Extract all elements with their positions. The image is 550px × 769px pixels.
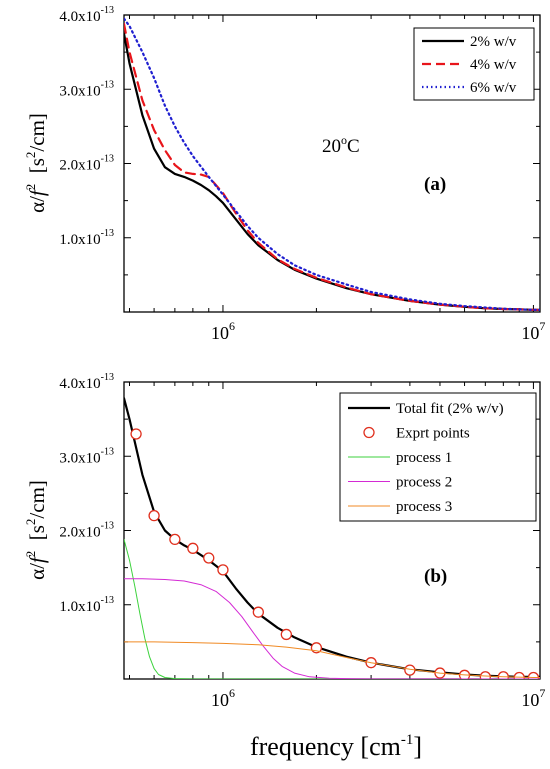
plot-area [124,17,540,311]
y-tick-label-exp: -13 [101,5,114,16]
x-tick-label: 106 [211,319,235,343]
series-line-2 [124,22,540,311]
y-tick-label-mantissa: 4.0x10 [59,376,100,392]
y-axis-label: α/f2 [s2/cm] [23,480,49,580]
panel-a: 106 1071.0x10-132.0x10-133.0x10-134.0x10-… [23,5,545,343]
data-point [203,552,215,564]
x-axis-label-end: ] [413,732,422,761]
y-tick-label-exp: -13 [101,79,114,90]
data-point [280,628,292,641]
x-tick-label-exp: 7 [539,686,545,700]
series-line-4 [124,578,540,679]
plot-area [124,397,540,679]
x-tick-label-base: 10 [211,323,229,343]
y-tick-label-mantissa: 3.0x10 [59,450,100,466]
y-axis-label-prefix: α/ [25,563,49,580]
series-line-3 [124,17,540,311]
legend-label: process 2 [396,475,452,491]
y-axis-label-unit-sup: 2 [23,519,38,526]
y-axis-label-prefix: α/ [25,196,49,213]
y-tick-label: 3.0x10-13 [59,79,114,99]
data-point [479,671,491,679]
y-tick-label: 1.0x10-13 [59,595,114,615]
x-tick-label-exp: 6 [229,686,235,700]
y-axis-label-f-sup: 2 [23,184,38,191]
y-axis-label-unit-end: /cm] [25,480,49,518]
x-tick-label: 107 [521,319,545,343]
x-tick-label-exp: 7 [539,319,545,333]
y-tick-label-mantissa: 4.0x10 [59,9,100,25]
y-tick-label: 3.0x10-13 [59,446,114,466]
legend-label: 2% w/v [470,34,517,50]
y-tick-label-mantissa: 1.0x10 [59,599,100,615]
x-tick-label-base: 10 [521,323,539,343]
y-axis-label-f: f [25,187,49,196]
legend-label: process 1 [396,450,452,466]
data-point [252,606,264,618]
y-tick-label-exp: -13 [101,372,114,383]
legend-label: process 3 [396,499,452,515]
x-axis-label-main: frequency [cm [250,732,401,761]
x-tick-label: 107 [521,686,545,710]
y-tick-label-mantissa: 2.0x10 [59,525,100,541]
series-line-5 [124,641,540,678]
y-axis-label-unit-end: /cm] [25,113,49,151]
y-axis-label: α/f2 [s2/cm] [23,113,49,213]
data-point [169,533,181,546]
legend-marker [363,426,375,439]
temperature-value: 20 [322,136,341,157]
y-tick-label-exp: -13 [101,154,114,165]
y-axis-label-unit: [s [25,158,49,184]
legend-label: 6% w/v [470,80,517,96]
y-axis-label-f: f [25,554,49,563]
data-point [130,428,142,440]
y-tick-label: 4.0x10-13 [59,5,114,25]
x-axis-label: frequency [cm-1] [250,732,422,761]
y-axis-label-unit-sup: 2 [23,152,38,159]
panel-b: 106 1071.0x10-132.0x10-133.0x10-134.0x10-… [23,372,545,710]
data-point [187,542,199,554]
y-tick-label: 2.0x10-13 [59,154,114,174]
x-tick-label: 106 [211,686,235,710]
y-tick-label-mantissa: 3.0x10 [59,83,100,99]
y-tick-label-exp: -13 [101,595,114,606]
series-line-3 [124,538,540,679]
legend-label: Total fit (2% w/v) [396,401,504,417]
data-point [148,510,160,522]
y-tick-label: 1.0x10-13 [59,228,114,248]
y-tick-label: 4.0x10-13 [59,372,114,392]
x-tick-label-base: 10 [521,690,539,710]
x-axis-label-sup: -1 [401,732,414,748]
x-tick-label-exp: 6 [229,319,235,333]
data-point [217,564,229,576]
degree-sup: o [341,133,347,147]
temperature-unit: C [347,136,360,157]
panel-label: (a) [424,174,446,195]
y-tick-label-exp: -13 [101,521,114,532]
panel-label: (b) [424,566,447,587]
y-tick-label-exp: -13 [101,228,114,239]
legend-label: 4% w/v [470,57,517,73]
y-tick-label-mantissa: 1.0x10 [59,232,100,248]
y-tick-label-exp: -13 [101,446,114,457]
y-axis-label-unit: [s [25,525,49,551]
y-tick-label: 2.0x10-13 [59,521,114,541]
y-axis-label-f-sup: 2 [23,551,38,558]
temperature-annotation: 20oC [322,133,360,157]
y-tick-label-mantissa: 2.0x10 [59,158,100,174]
x-tick-label-base: 10 [211,690,229,710]
legend-label: Exprt points [396,426,470,442]
